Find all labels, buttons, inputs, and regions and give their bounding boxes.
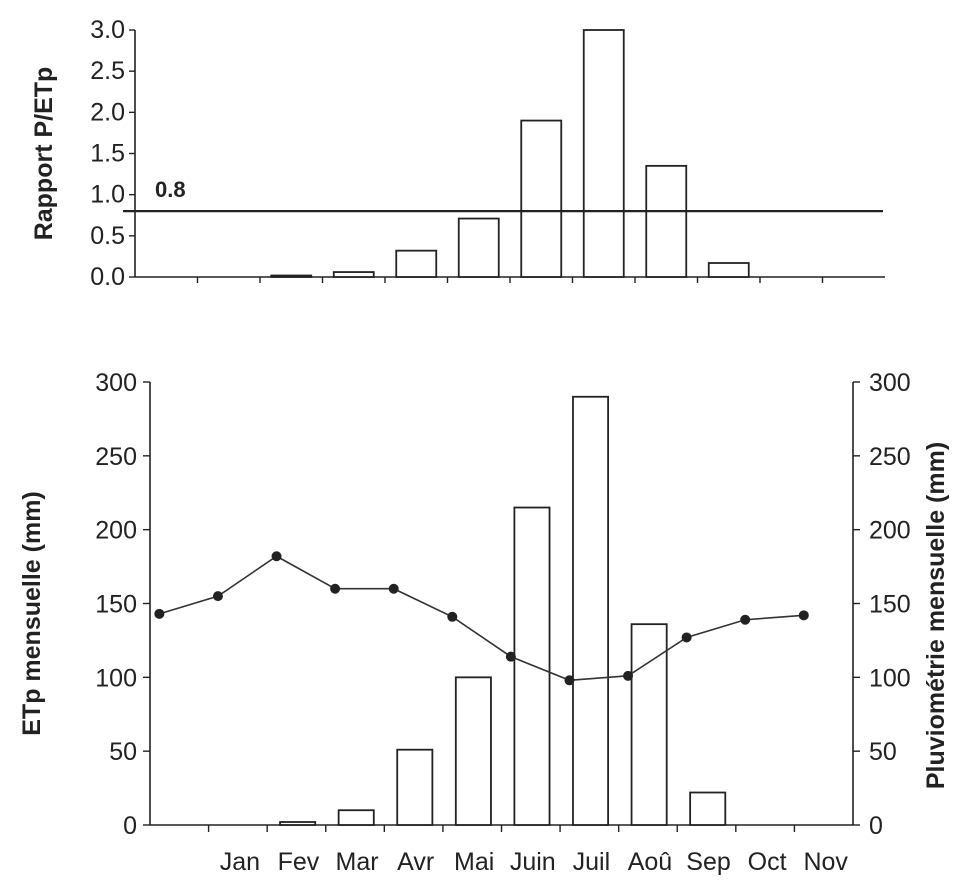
left-y-tick-label: 300: [95, 369, 137, 397]
rainfall-bar: [689, 791, 727, 826]
ratio-chart: 0.0 0.5 1.0 1.5 2.0 2.5 3.0 0.8 Rapport P/ETp: [30, 16, 885, 291]
right-y-tick-label: 250: [869, 443, 911, 471]
ratio-y-tick-label: 0.0: [90, 263, 125, 291]
ratio-y-tick-label: 2.5: [90, 57, 125, 85]
ratio-bar: [645, 164, 688, 278]
etp-point: [798, 610, 809, 621]
x-tick-label: Mai: [454, 848, 494, 876]
ratio-bar: [582, 29, 625, 278]
etp-point: [154, 608, 165, 619]
ratio-bar: [457, 217, 500, 278]
x-tick-label: Jan: [220, 848, 260, 876]
x-tick-label: Aoû: [628, 848, 672, 876]
left-y-tick-label: 250: [95, 443, 137, 471]
threshold-label: 0.8: [155, 177, 186, 202]
ratio-bar: [270, 274, 313, 278]
left-y-tick-label: 200: [95, 517, 137, 545]
ratio-y-axis-title: Rapport P/ETp: [30, 67, 58, 241]
etp-point: [212, 591, 223, 602]
rainfall-bar: [630, 623, 668, 826]
etp-point: [564, 675, 575, 686]
left-y-tick-label: 50: [109, 738, 137, 766]
right-y-tick-label: 300: [869, 369, 911, 397]
etp-line: [159, 555, 804, 682]
ratio-bar: [332, 271, 375, 278]
left-y-tick-label: 150: [95, 591, 137, 619]
x-tick-label: Mar: [336, 848, 379, 876]
x-tick-label: Avr: [397, 848, 434, 876]
right-y-tick-label: 0: [869, 812, 883, 840]
left-y-axis-title: ETp mensuelle (mm): [18, 491, 46, 736]
etp-point: [271, 551, 282, 562]
right-y-tick-label: 200: [869, 517, 911, 545]
rainfall-bar: [396, 748, 434, 826]
left-y-tick-label: 100: [95, 664, 137, 692]
x-tick-label: Nov: [803, 848, 848, 876]
ratio-y-tick-label: 1.0: [90, 181, 125, 209]
left-y-tick-label: 0: [123, 812, 137, 840]
rainfall-bar: [572, 395, 610, 826]
ratio-bar: [520, 119, 563, 278]
x-tick-label: Sep: [686, 848, 730, 876]
etp-point: [740, 614, 751, 625]
right-y-tick-label: 100: [869, 664, 911, 692]
right-y-axis-title: Pluviométrie mensuelle (mm): [922, 442, 950, 789]
rainfall-bar: [337, 809, 375, 826]
right-y-tick-label: 50: [869, 738, 897, 766]
rainfall-bar: [279, 821, 317, 826]
ratio-y-tick-label: 2.0: [90, 98, 125, 126]
ratio-y-tick-label: 0.5: [90, 222, 125, 250]
x-tick-label: Fev: [278, 848, 320, 876]
etp-point: [505, 651, 516, 662]
x-tick-label: Juil: [573, 848, 611, 876]
ratio-y-tick-label: 3.0: [90, 16, 125, 44]
etp-point: [447, 611, 458, 622]
ratio-y-tick-label: 1.5: [90, 140, 125, 168]
ratio-bar: [707, 262, 750, 278]
rainfall-etp-chart: 0 0 50 50 100 100 150 150 200 200 250 250 300 300 Jan F…: [18, 369, 950, 876]
rainfall-bar: [454, 676, 492, 826]
x-tick-label: Juin: [510, 848, 556, 876]
etp-point: [388, 583, 399, 594]
rainfall-bar: [513, 506, 551, 826]
right-y-tick-label: 150: [869, 591, 911, 619]
etp-point: [330, 583, 341, 594]
x-tick-label: Oct: [748, 848, 787, 876]
etp-point: [681, 632, 692, 643]
ratio-bar: [395, 249, 438, 278]
etp-point: [623, 670, 634, 681]
